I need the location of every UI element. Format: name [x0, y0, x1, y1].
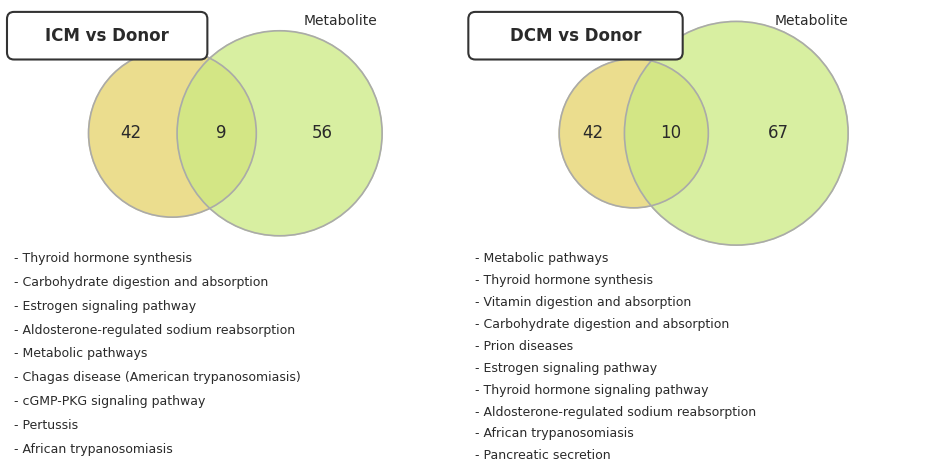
Text: - Aldosterone-regulated sodium reabsorption: - Aldosterone-regulated sodium reabsorpt…	[475, 406, 757, 418]
Ellipse shape	[89, 50, 256, 217]
Text: Metabolite: Metabolite	[304, 14, 377, 28]
Text: - Pertussis: - Pertussis	[14, 419, 78, 432]
Ellipse shape	[624, 21, 848, 245]
Ellipse shape	[559, 59, 708, 208]
Text: - Pancreatic secretion: - Pancreatic secretion	[475, 449, 611, 462]
Text: - Metabolic pathways: - Metabolic pathways	[475, 252, 609, 265]
Text: - Prion diseases: - Prion diseases	[475, 340, 573, 353]
Ellipse shape	[177, 31, 382, 236]
Text: - Estrogen signaling pathway: - Estrogen signaling pathway	[475, 362, 657, 375]
Text: 67: 67	[768, 124, 789, 142]
Text: Metabolite: Metabolite	[774, 14, 848, 28]
Text: - cGMP-PKG signaling pathway: - cGMP-PKG signaling pathway	[14, 395, 205, 408]
Text: 10: 10	[661, 124, 681, 142]
Text: DCM vs Donor: DCM vs Donor	[510, 27, 641, 45]
Text: - Metabolic pathways: - Metabolic pathways	[14, 347, 147, 360]
Text: Protein: Protein	[98, 14, 146, 28]
Text: - Aldosterone-regulated sodium reabsorption: - Aldosterone-regulated sodium reabsorpt…	[14, 324, 295, 337]
Text: - Carbohydrate digestion and absorption: - Carbohydrate digestion and absorption	[475, 318, 730, 331]
Text: - Vitamin digestion and absorption: - Vitamin digestion and absorption	[475, 296, 692, 309]
Text: - Thyroid hormone synthesis: - Thyroid hormone synthesis	[475, 274, 653, 287]
Text: 42: 42	[582, 124, 603, 142]
FancyBboxPatch shape	[7, 12, 207, 60]
Text: - Thyroid hormone synthesis: - Thyroid hormone synthesis	[14, 252, 192, 265]
Text: - Carbohydrate digestion and absorption: - Carbohydrate digestion and absorption	[14, 276, 268, 289]
Text: 56: 56	[312, 124, 333, 142]
FancyBboxPatch shape	[468, 12, 682, 60]
Text: - African trypanosomiasis: - African trypanosomiasis	[475, 427, 634, 440]
Text: - African trypanosomiasis: - African trypanosomiasis	[14, 443, 172, 456]
Text: ICM vs Donor: ICM vs Donor	[46, 27, 169, 45]
Text: - Chagas disease (American trypanosomiasis): - Chagas disease (American trypanosomias…	[14, 371, 301, 384]
Text: 9: 9	[216, 124, 226, 142]
Text: Protein: Protein	[564, 14, 612, 28]
Text: - Thyroid hormone signaling pathway: - Thyroid hormone signaling pathway	[475, 384, 709, 397]
Text: - Estrogen signaling pathway: - Estrogen signaling pathway	[14, 300, 196, 313]
Text: 42: 42	[120, 124, 141, 142]
